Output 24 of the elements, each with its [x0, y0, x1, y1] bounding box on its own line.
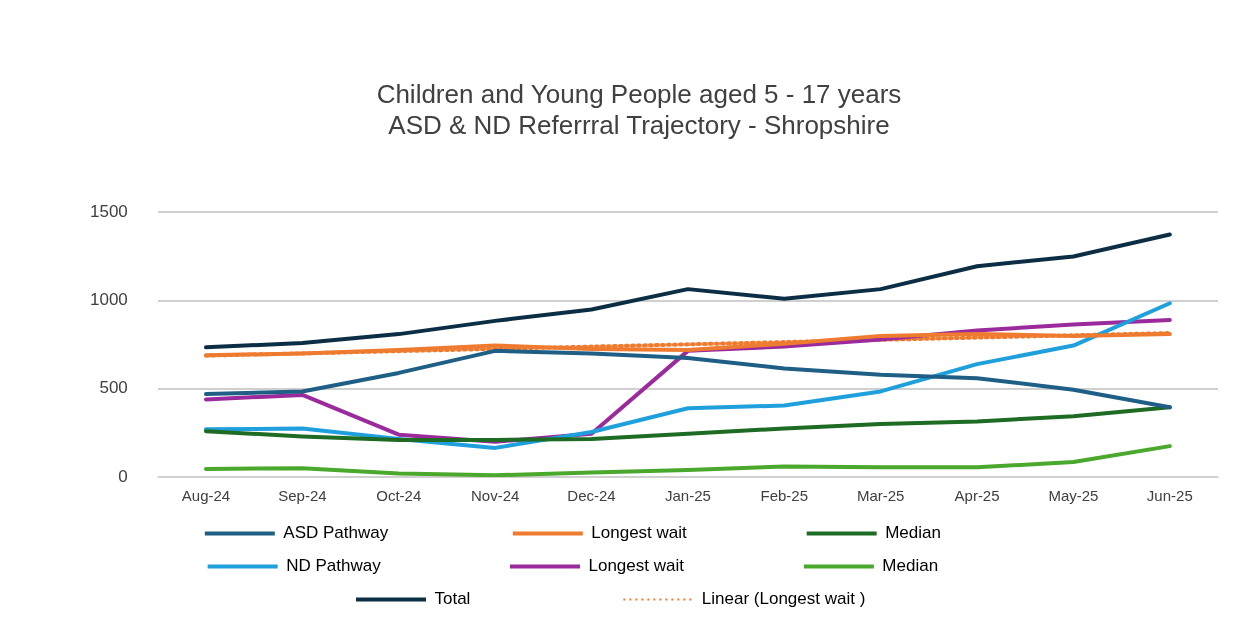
legend-label: ASD Pathway [283, 523, 497, 543]
x-tick-label: Dec-24 [567, 487, 616, 505]
x-tick-label: Jan-25 [664, 487, 711, 505]
legend-label: Median [882, 556, 1071, 576]
y-tick-label: 0 [118, 466, 128, 486]
x-tick-label: Mar-25 [856, 487, 905, 505]
x-tick-label: Nov-24 [470, 487, 520, 505]
y-tick-label: 1000 [89, 290, 128, 310]
legend-label: ND Pathway [286, 556, 494, 576]
x-tick-label: Jun-25 [1146, 487, 1193, 505]
x-tick-label: Sep-24 [278, 487, 327, 505]
legend-label: Linear (Longest wait ) [701, 589, 923, 609]
x-tick-label: Oct-24 [376, 487, 422, 505]
y-tick-label: 1500 [89, 202, 128, 222]
legend-label: Total [434, 589, 608, 609]
x-tick-label: Aug-24 [181, 487, 231, 505]
x-tick-label: Feb-25 [760, 487, 809, 505]
x-tick-label: May-25 [1048, 487, 1099, 505]
legend-label: Median [885, 523, 1074, 543]
chart-title: Children and Young People aged 5 - 17 years ASD & ND Referrral Trajectory - Shropshire [376, 78, 902, 140]
legend-label: Longest wait [591, 523, 791, 543]
y-tick-label: 500 [99, 378, 128, 398]
x-tick-label: Apr-25 [954, 487, 1000, 505]
legend-label: Longest wait [588, 556, 788, 576]
